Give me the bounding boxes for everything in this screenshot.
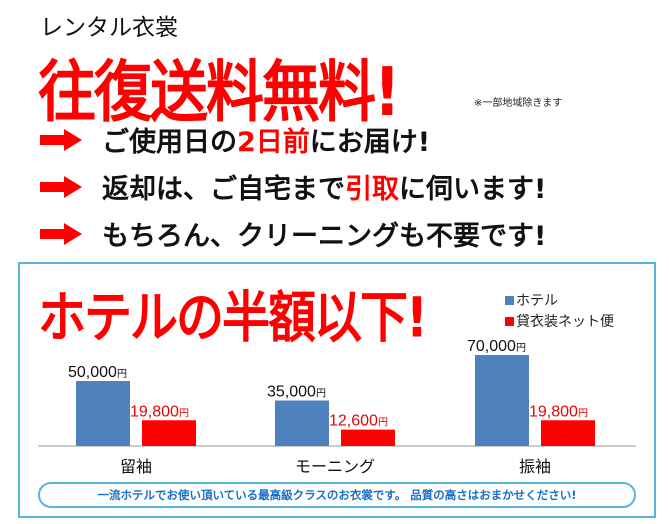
legend-swatch bbox=[505, 295, 514, 305]
data-label: 70,000円 bbox=[467, 338, 526, 355]
arrow-right-icon bbox=[40, 175, 82, 198]
data-label: 19,800円 bbox=[130, 403, 189, 420]
feature-text: 引取 bbox=[345, 174, 399, 205]
feature-text: にお届け! bbox=[309, 127, 431, 158]
bar-hotel bbox=[76, 381, 130, 446]
subtitle: レンタル衣裳 bbox=[40, 15, 178, 41]
data-label: 35,000円 bbox=[267, 384, 326, 401]
footnote: ※一部地域除きます bbox=[474, 98, 563, 109]
feature-line: ご使用日の 2日前 にお届け! bbox=[40, 120, 430, 159]
data-label: 12,600円 bbox=[329, 413, 388, 430]
legend-swatch bbox=[505, 316, 514, 326]
arrow-right-icon bbox=[40, 128, 82, 151]
feature-text: に伺います! bbox=[399, 174, 547, 205]
arrow-right-icon bbox=[40, 222, 82, 245]
data-label: 19,800円 bbox=[529, 403, 588, 420]
quality-banner: 一流ホテルでお使い頂いている最高級クラスのお衣裳です。 品質の高さはおまかせくだ… bbox=[38, 482, 636, 508]
bar-hotel bbox=[475, 355, 529, 446]
category-label: 振袖 bbox=[519, 457, 551, 476]
headline: 往復送料無料! bbox=[38, 52, 400, 132]
feature-text: もちろん、クリーニングも不要です! bbox=[102, 221, 547, 252]
legend-label: 貸衣装ネット便 bbox=[516, 314, 614, 330]
legend-label: ホテル bbox=[516, 293, 558, 309]
feature-text: ご使用日の bbox=[102, 127, 237, 158]
feature-text: 返却は、ご自宅まで bbox=[102, 174, 345, 205]
feature-text: 2日前 bbox=[237, 127, 310, 158]
data-label: 50,000円 bbox=[68, 364, 127, 381]
bar-rental bbox=[341, 429, 395, 446]
category-label: 留袖 bbox=[120, 457, 152, 476]
comparison-panel bbox=[18, 262, 656, 518]
bar-rental bbox=[142, 420, 196, 446]
bar-hotel bbox=[275, 400, 329, 446]
comparison-heading: ホテルの半額以下! bbox=[38, 285, 428, 351]
legend-item-hotel: ホテル bbox=[505, 290, 558, 310]
feature-line: 返却は、ご自宅まで 引取 に伺います! bbox=[40, 167, 546, 206]
bar-rental bbox=[541, 420, 595, 446]
legend-item-rental: 貸衣装ネット便 bbox=[505, 311, 614, 331]
category-label: モーニング bbox=[295, 457, 375, 476]
feature-line: もちろん、クリーニングも不要です! bbox=[40, 214, 546, 253]
